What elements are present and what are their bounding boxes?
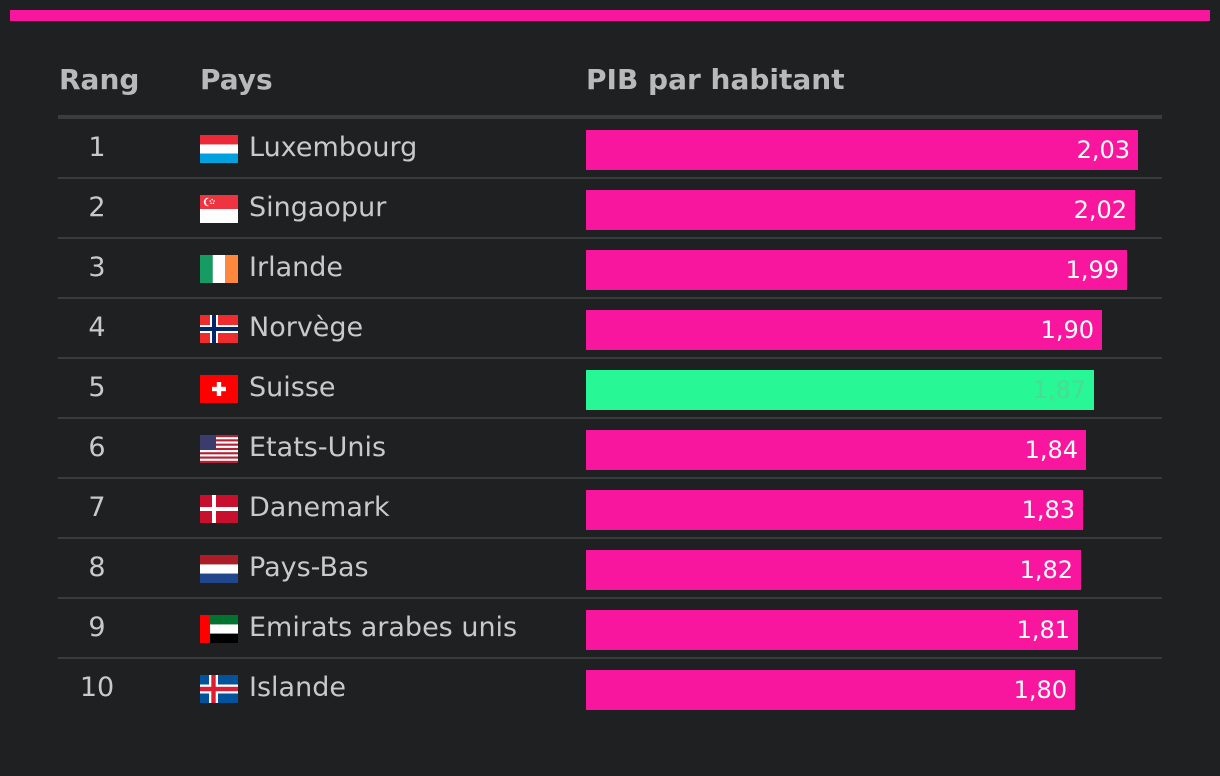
denmark-flag-icon bbox=[200, 495, 238, 523]
gdp-value-label: 1,87 bbox=[1032, 376, 1086, 404]
gdp-bar: 1,80 bbox=[586, 670, 1075, 710]
gdp-value-label: 1,82 bbox=[1019, 556, 1073, 584]
gdp-bar: 1,84 bbox=[586, 430, 1086, 470]
rank-label: 9 bbox=[88, 612, 106, 643]
rank-label: 4 bbox=[88, 312, 106, 343]
gdp-ranking-table: Rang Pays PIB par habitant 1 Luxembourg 2,… bbox=[58, 55, 1162, 719]
rank-label: 7 bbox=[88, 492, 106, 523]
gdp-value-label: 1,80 bbox=[1013, 676, 1067, 704]
singapore-flag-icon bbox=[200, 195, 238, 223]
gdp-value-label: 1,90 bbox=[1040, 316, 1094, 344]
country-label: Singaopur bbox=[249, 192, 387, 223]
country-column-header: Pays bbox=[200, 63, 273, 96]
rank-label: 1 bbox=[88, 132, 106, 163]
gdp-value-label: 1,83 bbox=[1021, 496, 1075, 524]
rank-label: 5 bbox=[88, 372, 106, 403]
gdp-bar: 1,81 bbox=[586, 610, 1078, 650]
accent-bar bbox=[10, 10, 1210, 21]
gdp-value-label: 2,03 bbox=[1076, 136, 1130, 164]
uae-flag-icon bbox=[200, 615, 238, 643]
gdp-value-label: 2,02 bbox=[1073, 196, 1127, 224]
table-body: 1 Luxembourg 2,03 2 Singaopur 2,02 3 Irlande 1,9… bbox=[58, 119, 1162, 719]
gdp-bar: 2,03 bbox=[586, 130, 1138, 170]
country-label: Etats-Unis bbox=[249, 432, 387, 463]
country-label: Luxembourg bbox=[249, 132, 418, 163]
rank-column-header: Rang bbox=[59, 63, 140, 96]
gdp-bar: 2,02 bbox=[586, 190, 1135, 230]
usa-flag-icon bbox=[200, 435, 238, 463]
country-label: Norvège bbox=[249, 312, 364, 343]
netherlands-flag-icon bbox=[200, 555, 238, 583]
table-row: 7 Danemark 1,83 bbox=[58, 479, 1162, 539]
rank-label: 6 bbox=[88, 432, 106, 463]
table-row: 6 Etats-Unis 1,84 bbox=[58, 419, 1162, 479]
table-row: 3 Irlande 1,99 bbox=[58, 239, 1162, 299]
norway-flag-icon bbox=[200, 315, 238, 343]
country-label: Suisse bbox=[249, 372, 336, 403]
table-row: 1 Luxembourg 2,03 bbox=[58, 119, 1162, 179]
table-row: 8 Pays-Bas 1,82 bbox=[58, 539, 1162, 599]
gdp-value-label: 1,99 bbox=[1065, 256, 1119, 284]
ireland-flag-icon bbox=[200, 255, 238, 283]
luxembourg-flag-icon bbox=[200, 135, 238, 163]
table-row: 5 Suisse 1,87 bbox=[58, 359, 1162, 419]
table-header: Rang Pays PIB par habitant bbox=[58, 55, 1162, 119]
country-label: Danemark bbox=[249, 492, 390, 523]
table-row: 2 Singaopur 2,02 bbox=[58, 179, 1162, 239]
table-row: 9 Emirats arabes unis 1,81 bbox=[58, 599, 1162, 659]
gdp-bar: 1,99 bbox=[586, 250, 1127, 290]
gdp-value-label: 1,81 bbox=[1016, 616, 1070, 644]
country-label: Emirats arabes unis bbox=[249, 612, 518, 643]
gdp-bar: 1,90 bbox=[586, 310, 1102, 350]
country-label: Islande bbox=[249, 672, 346, 703]
rank-label: 2 bbox=[88, 192, 106, 223]
switzerland-flag-icon bbox=[200, 375, 238, 403]
gdp-bar: 1,82 bbox=[586, 550, 1081, 590]
rank-label: 3 bbox=[88, 252, 106, 283]
gdp-value-label: 1,84 bbox=[1024, 436, 1078, 464]
gdp-bar: 1,83 bbox=[586, 490, 1083, 530]
rank-label: 10 bbox=[79, 672, 115, 703]
gdp-bar: 1,87 bbox=[586, 370, 1094, 410]
iceland-flag-icon bbox=[200, 675, 238, 703]
country-label: Pays-Bas bbox=[249, 552, 369, 583]
table-row: 10 Islande 1,80 bbox=[58, 659, 1162, 719]
rank-label: 8 bbox=[88, 552, 106, 583]
gdp-column-header: PIB par habitant bbox=[586, 63, 845, 96]
country-label: Irlande bbox=[249, 252, 343, 283]
table-row: 4 Norvège 1,90 bbox=[58, 299, 1162, 359]
